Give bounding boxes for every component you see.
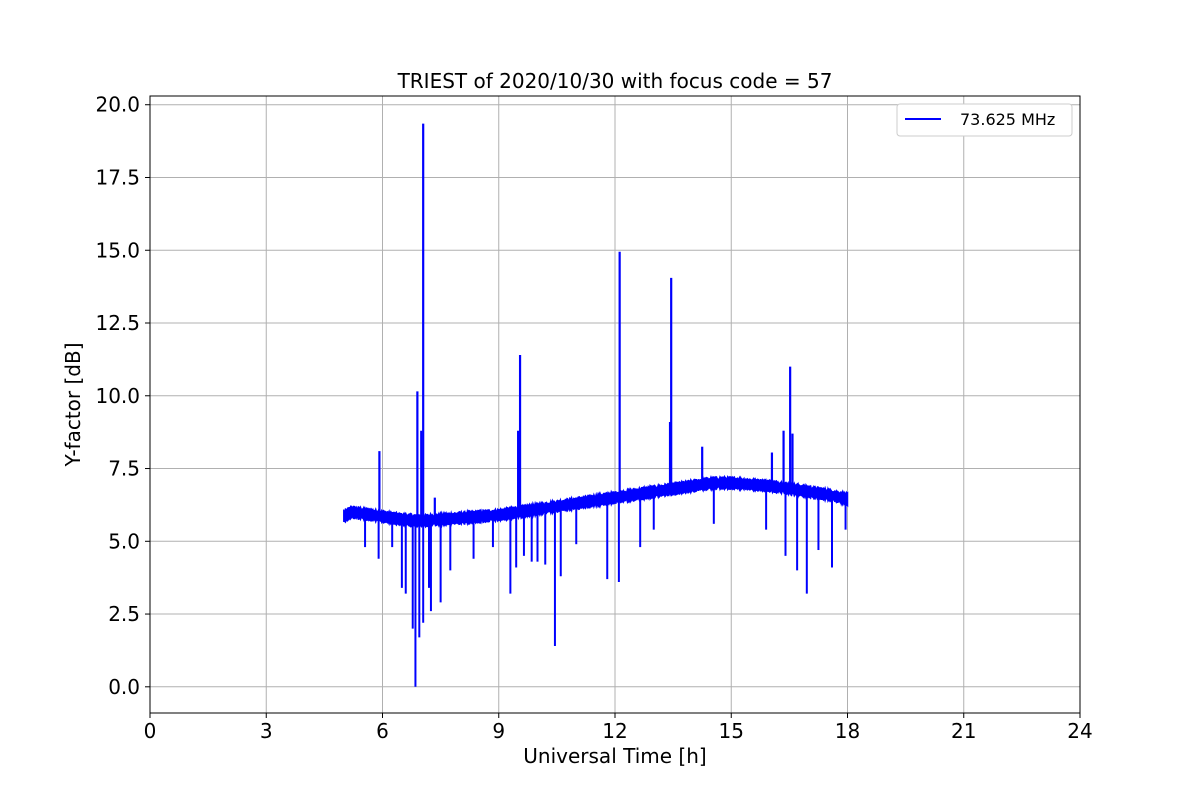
y-tick-label: 17.5 [95, 165, 140, 189]
y-tick-label: 7.5 [108, 457, 140, 481]
x-tick-label: 24 [1067, 719, 1092, 743]
x-tick-label: 18 [835, 719, 860, 743]
series-line [343, 482, 848, 522]
y-axis-label: Y-factor [dB] [61, 342, 85, 467]
x-tick-label: 15 [719, 719, 744, 743]
legend-box [896, 103, 1073, 137]
x-tick-label: 9 [492, 719, 505, 743]
x-axis-label: Universal Time [h] [523, 744, 706, 768]
chart-title: TRIEST of 2020/10/30 with focus code = 5… [397, 69, 833, 93]
legend-label: 73.625 MHz [960, 110, 1055, 129]
x-tick-label: 12 [602, 719, 627, 743]
axis-ticks: 0 3 6 9 12 15 18 21 24 0.0 2.5 5.0 7.5 10.0 12.5 15.0 17… [95, 93, 1092, 743]
y-tick-label: 20.0 [95, 93, 140, 117]
y-tick-label: 12.5 [95, 311, 140, 335]
x-tick-label: 6 [376, 719, 389, 743]
legend: 73.625 MHz [896, 103, 1073, 137]
y-tick-label: 15.0 [95, 238, 140, 262]
x-tick-label: 3 [260, 719, 273, 743]
grid [149, 96, 1081, 713]
y-tick-label: 0.0 [108, 675, 140, 699]
y-tick-label: 5.0 [108, 529, 140, 553]
plot-area [343, 123, 849, 687]
y-tick-label: 2.5 [108, 602, 140, 626]
x-tick-label: 0 [144, 719, 157, 743]
x-tick-label: 21 [951, 719, 976, 743]
y-tick-label: 10.0 [95, 384, 140, 408]
